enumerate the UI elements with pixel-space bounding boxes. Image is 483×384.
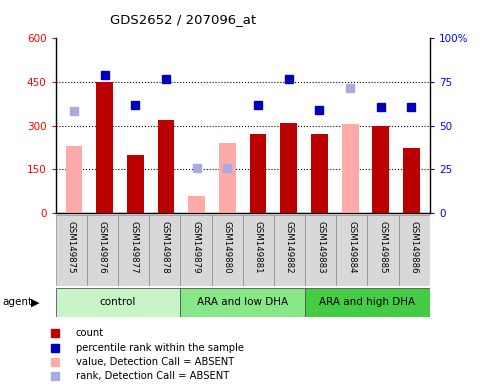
Bar — [87, 215, 118, 286]
Bar — [403, 147, 420, 213]
Bar — [305, 288, 430, 317]
Text: ARA and high DHA: ARA and high DHA — [319, 297, 415, 308]
Text: GSM149879: GSM149879 — [191, 221, 200, 273]
Text: rank, Detection Call = ABSENT: rank, Detection Call = ABSENT — [76, 371, 229, 381]
Bar — [372, 126, 389, 213]
Bar — [274, 215, 305, 286]
Text: GSM149883: GSM149883 — [316, 221, 325, 273]
Bar — [311, 134, 328, 213]
Text: percentile rank within the sample: percentile rank within the sample — [76, 343, 244, 353]
Text: control: control — [100, 297, 136, 308]
Text: GSM149878: GSM149878 — [160, 221, 169, 273]
Bar — [188, 196, 205, 213]
Bar — [341, 124, 358, 213]
Bar — [118, 215, 149, 286]
Text: GSM149882: GSM149882 — [285, 221, 294, 273]
Bar — [212, 215, 242, 286]
Text: GSM149876: GSM149876 — [98, 221, 107, 273]
Text: agent: agent — [2, 297, 32, 308]
Bar — [368, 215, 398, 286]
Bar — [96, 82, 113, 213]
Text: GSM149886: GSM149886 — [410, 221, 419, 273]
Bar — [56, 288, 180, 317]
Text: GSM149881: GSM149881 — [254, 221, 263, 273]
Text: GDS2652 / 207096_at: GDS2652 / 207096_at — [111, 13, 256, 26]
Text: ARA and low DHA: ARA and low DHA — [197, 297, 288, 308]
Bar — [250, 134, 267, 213]
Bar — [180, 215, 212, 286]
Bar — [66, 146, 83, 213]
Text: GSM149880: GSM149880 — [223, 221, 232, 273]
Bar — [305, 215, 336, 286]
Text: GSM149877: GSM149877 — [129, 221, 138, 273]
Bar — [157, 120, 174, 213]
Bar — [219, 143, 236, 213]
Text: count: count — [76, 328, 104, 338]
Text: GSM149875: GSM149875 — [67, 221, 76, 273]
Bar — [336, 215, 368, 286]
Text: ▶: ▶ — [31, 297, 40, 308]
Text: value, Detection Call = ABSENT: value, Detection Call = ABSENT — [76, 357, 234, 367]
Bar — [149, 215, 180, 286]
Bar — [398, 215, 430, 286]
Bar — [242, 215, 274, 286]
Bar — [180, 288, 305, 317]
Bar — [127, 155, 144, 213]
Bar — [280, 123, 297, 213]
Text: GSM149884: GSM149884 — [347, 221, 356, 273]
Text: GSM149885: GSM149885 — [379, 221, 387, 273]
Bar — [56, 215, 87, 286]
